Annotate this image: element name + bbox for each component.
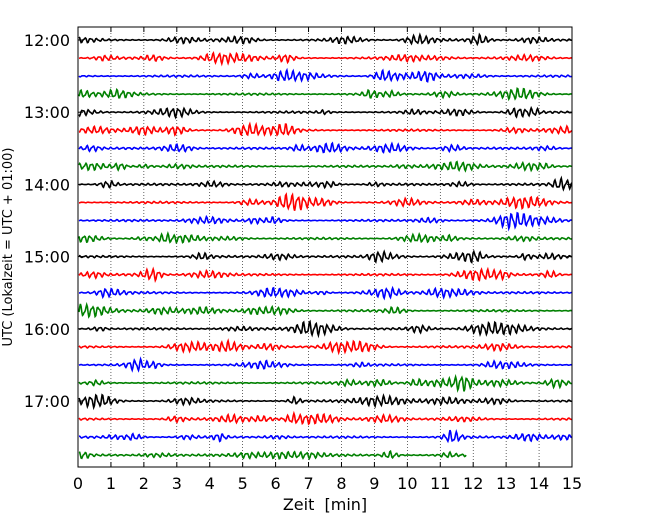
seismic-traces (78, 32, 573, 461)
trace-line (78, 373, 572, 393)
trace-line (78, 449, 467, 461)
trace-line (78, 51, 572, 67)
x-tick-label: 5 (238, 474, 248, 493)
grid-lines (110, 27, 540, 467)
x-tick-label: 13 (496, 474, 516, 493)
y-tick-label: 14:00 (24, 175, 70, 194)
x-tick-label: 4 (205, 474, 215, 493)
y-tick-label: 17:00 (24, 392, 70, 411)
x-tick-label: 2 (139, 474, 149, 493)
trace-line (78, 393, 572, 411)
x-tick-label: 6 (271, 474, 281, 493)
trace-line (78, 338, 572, 356)
trace-line (79, 192, 572, 211)
trace-line (78, 105, 572, 120)
y-tick-label: 15:00 (24, 248, 70, 267)
trace-line (78, 175, 573, 192)
y-tick-label: 12:00 (24, 31, 70, 50)
x-tick-label: 12 (463, 474, 483, 493)
trace-line (78, 160, 572, 173)
x-axis-label: Zeit [min] (283, 495, 367, 514)
x-tick-label: 14 (529, 474, 549, 493)
trace-line (78, 285, 572, 301)
trace-line (78, 141, 572, 154)
x-tick-label: 1 (106, 474, 116, 493)
trace-line (78, 266, 572, 284)
trace-line (78, 32, 572, 47)
y-axis-ticks: 12:00 13:00 14:00 15:00 16:00 17:00 (24, 31, 572, 411)
x-tick-label: 9 (369, 474, 379, 493)
y-axis-label: UTC (Lokalzeit = UTC + 01:00) (1, 148, 16, 347)
trace-line (78, 249, 572, 265)
plot-frame (77, 26, 573, 468)
trace-line (78, 211, 573, 232)
x-tick-label: 0 (73, 474, 83, 493)
x-tick-label: 7 (303, 474, 313, 493)
x-axis-ticks: 0 1 2 3 4 5 6 7 8 9 10 11 12 13 14 15 (73, 27, 582, 493)
x-tick-label: 10 (397, 474, 417, 493)
x-tick-label: 15 (562, 474, 582, 493)
trace-line (78, 231, 572, 244)
y-tick-label: 13:00 (24, 103, 70, 122)
trace-line (78, 356, 572, 373)
x-tick-label: 3 (172, 474, 182, 493)
trace-line (78, 67, 572, 83)
y-tick-label: 16:00 (24, 320, 70, 339)
trace-line (78, 301, 572, 319)
trace-line (78, 410, 572, 426)
trace-line (78, 319, 572, 339)
trace-line (78, 121, 573, 137)
trace-line (78, 87, 572, 102)
x-tick-label: 11 (430, 474, 450, 493)
x-tick-label: 8 (336, 474, 346, 493)
trace-line (78, 429, 573, 444)
